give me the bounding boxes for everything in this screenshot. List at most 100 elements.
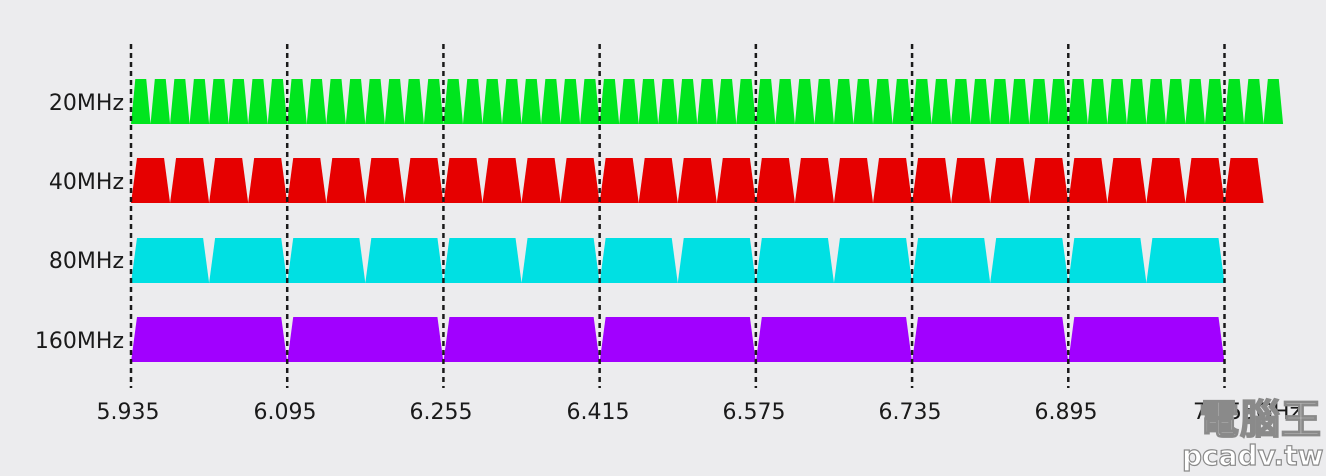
channel-band	[1126, 79, 1147, 124]
tick-label-6255: 6.255	[410, 400, 473, 425]
channel-band	[1146, 238, 1225, 283]
channel-band	[1224, 79, 1245, 124]
tick-label-7055: 7.055GHz	[1193, 400, 1301, 425]
channel-band	[1068, 317, 1225, 362]
channel-band	[716, 79, 737, 124]
tick-label-6575: 6.575	[723, 400, 786, 425]
channel-band	[716, 158, 756, 203]
channel-band	[951, 79, 971, 124]
channel-band	[209, 238, 288, 283]
channel-band	[150, 79, 171, 124]
channel-band	[580, 79, 600, 124]
channel-band	[131, 79, 151, 124]
channel-band	[287, 238, 366, 283]
channel-band	[1244, 79, 1264, 124]
channel-band	[677, 238, 756, 283]
row-labels: 20MHz 40MHz 80MHz 160MHz	[35, 91, 124, 354]
channel-band	[170, 79, 190, 124]
channel-band	[599, 238, 678, 283]
tick-label-6895: 6.895	[1035, 400, 1098, 425]
channel-band	[365, 238, 444, 283]
channel-band	[521, 238, 600, 283]
channel-band	[794, 79, 815, 124]
channel-band	[365, 79, 385, 124]
channel-band	[209, 158, 249, 203]
channel-band	[365, 158, 405, 203]
channel-band	[1146, 158, 1186, 203]
channel-band	[638, 79, 659, 124]
channel-bands	[131, 79, 1284, 362]
row-label-80mhz: 80MHz	[49, 249, 124, 274]
channel-band	[521, 158, 561, 203]
channel-band	[677, 79, 698, 124]
channel-band	[599, 158, 639, 203]
channel-band	[1029, 158, 1069, 203]
channel-band	[462, 79, 483, 124]
channel-band	[814, 79, 834, 124]
channel-band	[228, 79, 249, 124]
channel-band	[736, 79, 756, 124]
channel-band	[502, 79, 522, 124]
channel-band	[833, 79, 854, 124]
channel-band	[443, 238, 522, 283]
channel-band	[1107, 158, 1147, 203]
channel-band	[990, 158, 1030, 203]
channel-band	[638, 158, 678, 203]
channel-band	[912, 158, 952, 203]
channel-band	[345, 79, 366, 124]
channel-band	[833, 158, 874, 203]
channel-band	[1029, 79, 1049, 124]
channel-band	[189, 79, 210, 124]
channel-band	[1146, 79, 1166, 124]
channel-band	[443, 158, 483, 203]
channel-band	[755, 238, 834, 283]
channel-band	[131, 317, 288, 362]
row-label-40mhz: 40MHz	[49, 170, 124, 195]
row-label-20mhz: 20MHz	[49, 91, 124, 116]
channel-band	[931, 79, 952, 124]
channel-band	[1185, 79, 1205, 124]
frequency-dividers	[129, 44, 1226, 388]
channel-band	[853, 79, 874, 124]
channel-row-160mhz	[131, 317, 1225, 362]
channel-band	[755, 317, 913, 362]
channel-band	[1204, 79, 1225, 124]
channel-band	[599, 79, 620, 124]
channel-band	[384, 79, 405, 124]
channel-band	[912, 317, 1069, 362]
channel-band	[560, 158, 600, 203]
channel-band	[1048, 79, 1069, 124]
tick-label-5935: 5.935	[97, 400, 160, 425]
channel-band	[970, 79, 991, 124]
channel-band	[619, 79, 639, 124]
channel-band	[1107, 79, 1127, 124]
channel-band	[248, 79, 268, 124]
channel-band	[306, 79, 327, 124]
channel-band	[131, 238, 210, 283]
channel-band	[892, 79, 913, 124]
channel-band	[287, 79, 307, 124]
tick-label-6735: 6.735	[879, 400, 942, 425]
axis-tick-labels: 5.935 6.095 6.255 6.415 6.575 6.735 6.89…	[97, 400, 1302, 425]
channel-band	[248, 158, 288, 203]
channel-band	[755, 79, 776, 124]
channel-band	[541, 79, 561, 124]
tick-label-6415: 6.415	[567, 400, 630, 425]
channel-band	[697, 79, 717, 124]
channel-band	[482, 79, 503, 124]
channel-band	[404, 158, 444, 203]
channel-row-40mhz	[131, 158, 1264, 203]
channel-band	[951, 158, 991, 203]
channel-band	[912, 238, 991, 283]
channel-band	[404, 79, 424, 124]
channel-band	[990, 79, 1010, 124]
channel-band	[326, 79, 346, 124]
tick-label-6095: 6.095	[254, 400, 317, 425]
channel-band	[599, 317, 756, 362]
channel-band	[775, 79, 795, 124]
channel-band	[1087, 79, 1108, 124]
channel-band	[833, 238, 913, 283]
channel-band	[990, 238, 1069, 283]
channel-band	[677, 158, 717, 203]
